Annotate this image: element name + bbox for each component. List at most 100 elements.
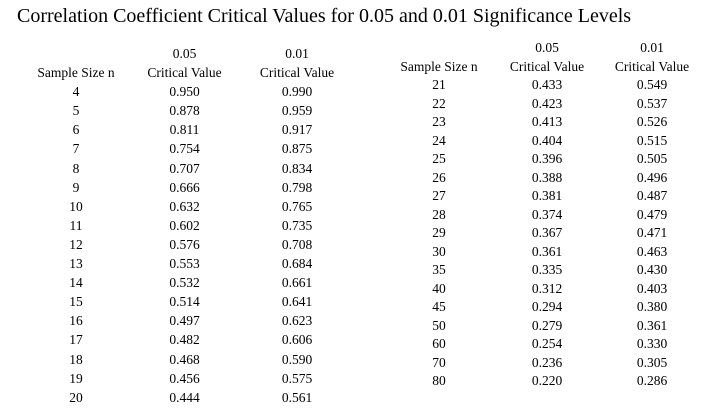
header-critical-value-05: Critical Value — [509, 58, 585, 74]
cv-01-cell: 0.590 — [281, 351, 313, 367]
table-row: 45 0.294 0.380 — [376, 298, 712, 317]
cv-05-cell: 0.482 — [169, 332, 200, 348]
header-alpha-01: 0.01 — [285, 46, 309, 61]
table-row: 24 0.404 0.515 — [376, 132, 712, 151]
sample-size-cell: 20 — [69, 389, 83, 405]
sample-size-cell: 27 — [432, 188, 446, 203]
cv-05-cell: 0.335 — [531, 262, 563, 277]
cv-05-cell: 0.666 — [169, 179, 200, 195]
table-row: 19 0.456 0.575 — [20, 369, 357, 388]
table-row: 22 0.423 0.537 — [376, 95, 712, 114]
table-row: 70 0.236 0.305 — [376, 354, 712, 373]
sample-size-cell: 40 — [432, 280, 446, 296]
header-row-labels: Sample Size n Critical Value Critical Va… — [20, 63, 357, 82]
table-row: 21 0.433 0.549 — [376, 76, 712, 95]
table-row: 18 0.468 0.590 — [20, 350, 357, 369]
sample-size-cell: 25 — [432, 151, 446, 166]
table-row: 60 0.254 0.330 — [376, 335, 712, 354]
sample-size-cell: 5 — [72, 103, 80, 119]
cv-05-cell: 0.878 — [169, 103, 200, 119]
cv-01-cell: 0.708 — [281, 236, 313, 252]
cv-05-cell: 0.367 — [531, 225, 563, 240]
header-row-alpha: 0.05 0.01 — [20, 44, 357, 63]
table-row: 16 0.497 0.623 — [20, 311, 357, 330]
page-title: Correlation Coefficient Critical Values … — [17, 5, 632, 27]
cv-05-cell: 0.381 — [531, 188, 563, 203]
cv-05-cell: 0.632 — [169, 198, 200, 214]
sample-size-cell: 17 — [69, 332, 83, 348]
cv-01-cell: 0.661 — [281, 275, 313, 291]
cv-01-cell: 0.561 — [281, 389, 313, 405]
table-row: 50 0.279 0.361 — [376, 317, 712, 336]
table-row: 25 0.396 0.505 — [376, 150, 712, 169]
sample-size-cell: 19 — [69, 370, 83, 386]
table-row: 28 0.374 0.479 — [376, 206, 712, 225]
cv-01-cell: 0.496 — [636, 169, 668, 185]
cv-01-cell: 0.286 — [636, 373, 668, 388]
sample-size-cell: 8 — [72, 160, 80, 176]
cv-05-cell: 0.396 — [531, 151, 563, 166]
cv-01-cell: 0.684 — [281, 256, 313, 272]
table-row: 6 0.811 0.917 — [20, 120, 357, 139]
cv-05-cell: 0.404 — [531, 132, 563, 148]
table-row: 12 0.576 0.708 — [20, 235, 357, 254]
cv-01-cell: 0.305 — [636, 354, 668, 370]
sample-size-cell: 29 — [432, 225, 446, 240]
cv-05-cell: 0.811 — [169, 122, 200, 138]
header-sample-size: Sample Size n — [400, 58, 478, 74]
table-row: 15 0.514 0.641 — [20, 292, 357, 311]
sample-size-cell: 10 — [69, 198, 83, 214]
header-alpha-05: 0.05 — [535, 40, 559, 55]
table-row: 26 0.388 0.496 — [376, 169, 712, 188]
sample-size-cell: 18 — [69, 351, 83, 367]
cv-01-cell: 0.549 — [636, 77, 668, 92]
cv-05-cell: 0.444 — [169, 389, 200, 405]
cv-05-cell: 0.497 — [169, 313, 200, 329]
table-row: 27 0.381 0.487 — [376, 187, 712, 206]
cv-01-cell: 0.463 — [636, 243, 668, 259]
header-critical-value-01: Critical Value — [259, 65, 335, 81]
cv-01-cell: 0.575 — [281, 370, 313, 386]
cv-01-cell: 0.361 — [636, 317, 668, 333]
header-alpha-01: 0.01 — [640, 40, 664, 55]
table-row: 29 0.367 0.471 — [376, 224, 712, 243]
header-alpha-05: 0.05 — [172, 46, 197, 61]
cv-01-cell: 0.537 — [636, 95, 668, 111]
cv-05-cell: 0.576 — [169, 236, 200, 252]
table-row: 7 0.754 0.875 — [20, 139, 357, 158]
cv-05-cell: 0.220 — [531, 373, 563, 388]
cv-05-cell: 0.236 — [531, 354, 563, 370]
table-row: 80 0.220 0.286 — [376, 372, 712, 391]
header-row-labels: Sample Size n Critical Value Critical Va… — [376, 58, 712, 77]
header-spacer — [376, 39, 502, 58]
cv-05-cell: 0.707 — [169, 160, 200, 176]
cv-01-cell: 0.526 — [636, 114, 668, 129]
cv-05-cell: 0.468 — [169, 351, 200, 367]
cv-01-cell: 0.380 — [636, 299, 668, 314]
cv-05-cell: 0.413 — [531, 114, 563, 129]
table-row: 5 0.878 0.959 — [20, 101, 357, 120]
cv-05-cell: 0.312 — [531, 280, 563, 296]
cv-05-cell: 0.374 — [531, 206, 563, 222]
sample-size-cell: 24 — [432, 132, 446, 148]
cv-01-cell: 0.990 — [281, 84, 313, 100]
cv-05-cell: 0.456 — [169, 370, 200, 386]
cv-05-cell: 0.361 — [531, 243, 563, 259]
cv-05-cell: 0.514 — [169, 294, 200, 310]
sample-size-cell: 30 — [432, 243, 446, 259]
cv-01-cell: 0.403 — [636, 280, 668, 296]
cv-01-cell: 0.430 — [636, 262, 668, 277]
header-critical-value-01: Critical Value — [614, 58, 690, 74]
table-row: 23 0.413 0.526 — [376, 113, 712, 132]
cv-05-cell: 0.423 — [531, 95, 563, 111]
cv-01-cell: 0.735 — [281, 217, 313, 233]
table-row: 11 0.602 0.735 — [20, 216, 357, 235]
sample-size-cell: 26 — [432, 169, 446, 185]
sample-size-cell: 14 — [69, 275, 83, 291]
cv-01-cell: 0.623 — [281, 313, 313, 329]
cv-01-cell: 0.330 — [636, 336, 668, 351]
cv-05-cell: 0.279 — [531, 317, 563, 333]
cv-05-cell: 0.754 — [169, 141, 200, 157]
sample-size-cell: 22 — [432, 95, 446, 111]
critical-values-table-right: 0.05 0.01 Sample Size n Critical Value C… — [376, 39, 712, 391]
